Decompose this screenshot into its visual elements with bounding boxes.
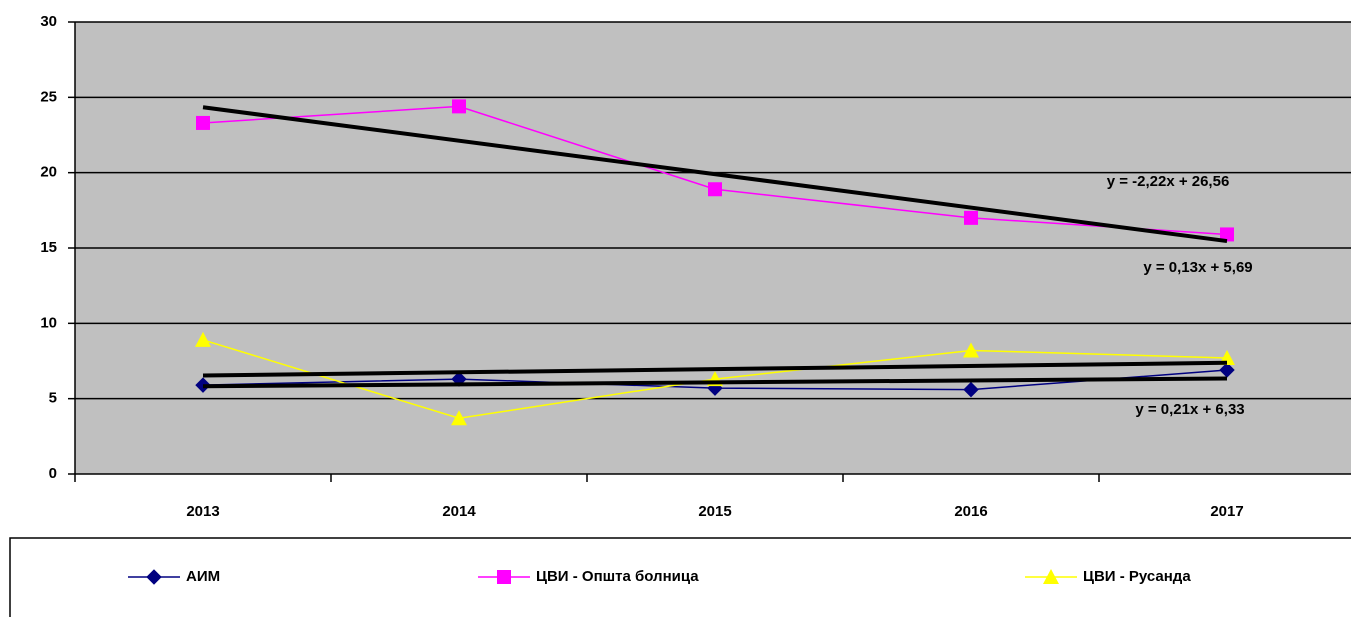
marker <box>1220 227 1234 242</box>
y-tick-label: 15 <box>40 239 57 256</box>
legend-marker <box>1043 569 1059 584</box>
trendline-label: y = -2,22x + 26,56 <box>1107 173 1230 190</box>
legend-label: ЦВИ - Општа болница <box>536 568 699 585</box>
y-tick-label: 0 <box>49 465 57 482</box>
marker <box>964 210 978 225</box>
y-tick-label: 30 <box>40 13 57 30</box>
marker <box>196 115 210 130</box>
y-tick-label: 10 <box>40 314 57 331</box>
marker <box>452 99 466 114</box>
marker <box>963 381 979 398</box>
legend-label: АИМ <box>186 568 220 585</box>
legend-box <box>9 537 1351 617</box>
marker <box>1219 362 1235 378</box>
marker <box>963 342 979 358</box>
x-tick-label: 2013 <box>186 503 219 520</box>
y-tick-label: 25 <box>40 88 57 105</box>
x-tick-label: 2014 <box>442 503 476 520</box>
marker <box>195 331 211 347</box>
marker <box>451 410 467 426</box>
trendline-label: y = 0,13x + 5,69 <box>1143 259 1252 276</box>
y-tick-label: 20 <box>40 164 57 181</box>
legend-label: ЦВИ - Русанда <box>1083 568 1191 585</box>
legend-marker <box>497 570 511 584</box>
trendline <box>202 376 1228 389</box>
trendline-label: y = 0,21x + 6,33 <box>1135 401 1244 418</box>
trendline <box>202 360 1228 378</box>
marker <box>708 182 722 197</box>
x-tick-label: 2015 <box>698 503 731 520</box>
x-tick-label: 2016 <box>954 503 987 520</box>
x-tick-label: 2017 <box>1210 503 1243 520</box>
trendline <box>202 105 1228 244</box>
legend-marker <box>146 569 162 585</box>
y-tick-label: 5 <box>49 390 57 407</box>
